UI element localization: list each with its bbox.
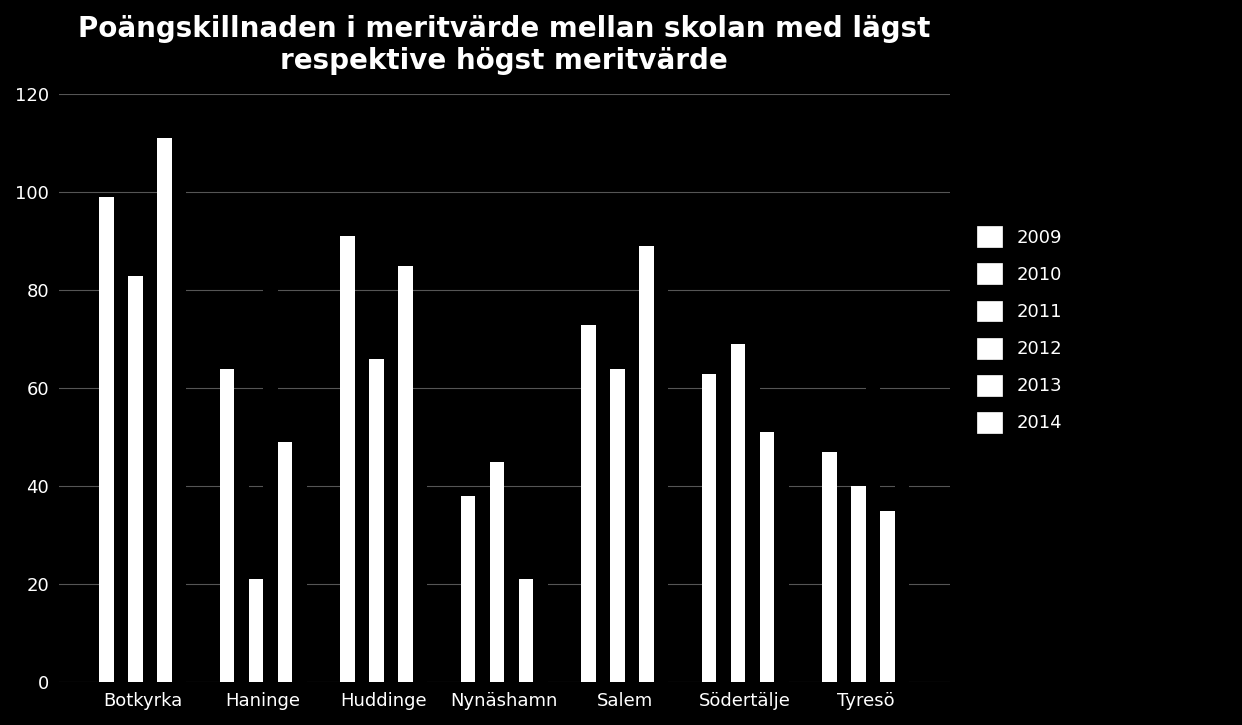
Bar <box>235 432 248 682</box>
Title: Poängskillnaden i meritvärde mellan skolan med lägst
respektive högst meritvärde: Poängskillnaden i meritvärde mellan skol… <box>78 15 930 75</box>
Bar <box>653 256 668 682</box>
Bar <box>158 138 171 682</box>
Bar <box>504 521 519 682</box>
Bar <box>99 197 114 682</box>
Bar <box>263 276 278 682</box>
Bar <box>866 373 881 682</box>
Bar <box>610 369 625 682</box>
Bar <box>533 579 548 682</box>
Bar <box>596 364 610 682</box>
Bar <box>476 496 489 682</box>
Bar <box>894 437 909 682</box>
Bar <box>745 330 760 682</box>
Bar <box>760 432 774 682</box>
Bar <box>220 369 235 682</box>
Bar <box>640 247 653 682</box>
Bar <box>292 442 307 682</box>
Bar <box>128 276 143 682</box>
Bar <box>881 511 894 682</box>
Bar <box>851 486 866 682</box>
Bar <box>461 496 476 682</box>
Bar <box>702 373 717 682</box>
Bar <box>625 339 640 682</box>
Bar <box>412 403 427 682</box>
Bar <box>369 359 384 682</box>
Bar <box>355 315 369 682</box>
Bar <box>730 344 745 682</box>
Bar <box>248 579 263 682</box>
Bar <box>384 330 399 682</box>
Bar <box>519 579 533 682</box>
Bar <box>143 270 158 682</box>
Bar <box>399 266 412 682</box>
Bar <box>837 506 851 682</box>
Bar <box>581 325 596 682</box>
Bar <box>774 437 789 682</box>
Legend: 2009, 2010, 2011, 2012, 2013, 2014: 2009, 2010, 2011, 2012, 2013, 2014 <box>968 218 1071 442</box>
Bar <box>171 188 186 682</box>
Bar <box>822 452 837 682</box>
Bar <box>340 236 355 682</box>
Bar <box>278 442 292 682</box>
Bar <box>489 462 504 682</box>
Bar <box>114 227 128 682</box>
Bar <box>717 373 730 682</box>
